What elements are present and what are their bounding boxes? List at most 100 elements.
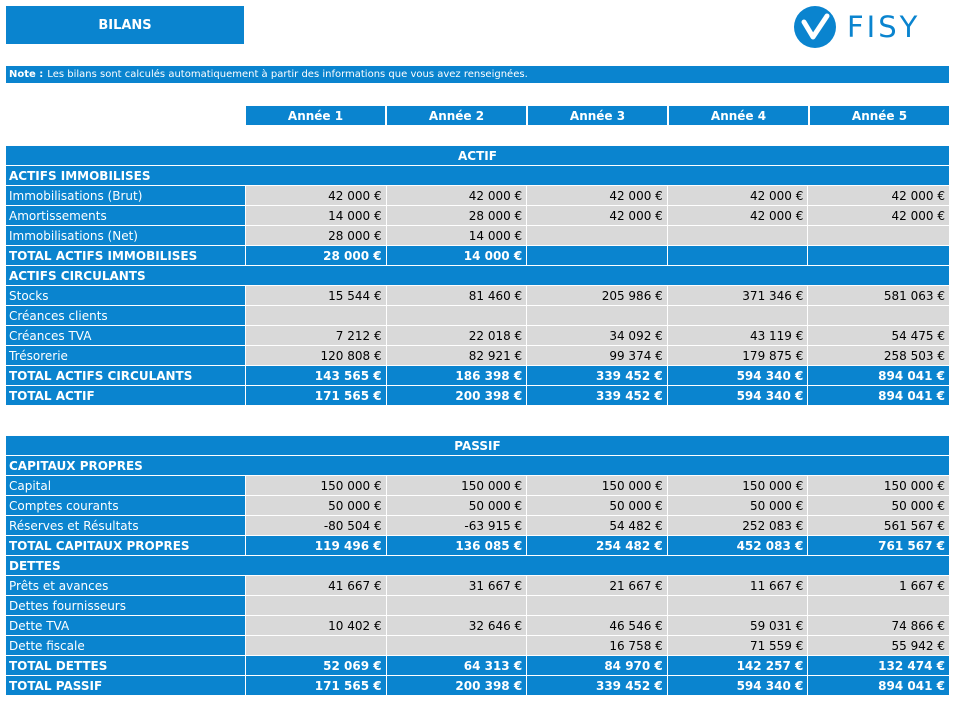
- table-row: Prêts et avances 41 667 €31 667 €21 667 €…: [6, 576, 949, 596]
- row-label: Amortissements: [6, 206, 246, 225]
- cell-value: -80 504 €: [246, 516, 387, 535]
- row-label: Stocks: [6, 286, 246, 305]
- cell-value: 452 083 €: [667, 536, 809, 555]
- passif-table: PASSIF CAPITAUX PROPRES Capital 150 000 €15…: [6, 436, 949, 696]
- cell-value: 42 000 €: [808, 206, 949, 225]
- cell-value: 31 667 €: [386, 576, 528, 595]
- cell-value: 43 119 €: [667, 326, 809, 345]
- cell-value: 71 559 €: [667, 636, 809, 655]
- group-header: CAPITAUX PROPRES: [6, 456, 949, 476]
- cell-value: 150 000 €: [667, 476, 809, 495]
- cell-value: [386, 596, 528, 615]
- cell-value: 74 866 €: [808, 616, 949, 635]
- cell-value: 10 402 €: [246, 616, 387, 635]
- row-label: TOTAL PASSIF: [6, 676, 246, 695]
- total-row: TOTAL ACTIFS CIRCULANTS 143 565 €186 398 …: [6, 366, 949, 386]
- total-row: TOTAL ACTIF 171 565 €200 398 €339 452 €59…: [6, 386, 949, 406]
- table-row: Créances TVA 7 212 €22 018 €34 092 €43 11…: [6, 326, 949, 346]
- cell-value: 54 482 €: [527, 516, 668, 535]
- table-row: Immobilisations (Brut) 42 000 €42 000 €42…: [6, 186, 949, 206]
- cell-value: 150 000 €: [808, 476, 949, 495]
- table-row: Dettes fournisseurs: [6, 596, 949, 616]
- cell-value: 179 875 €: [667, 346, 809, 365]
- cell-value: 339 452 €: [527, 366, 668, 385]
- cell-value: [527, 596, 668, 615]
- table-row: Capital 150 000 €150 000 €150 000 €150 00…: [6, 476, 949, 496]
- total-row: TOTAL PASSIF 171 565 €200 398 €339 452 €5…: [6, 676, 949, 696]
- row-label: Créances TVA: [6, 326, 246, 345]
- cell-value: [667, 246, 809, 265]
- cell-value: 82 921 €: [386, 346, 528, 365]
- fisy-logo-icon: [794, 6, 836, 48]
- cell-value: 200 398 €: [386, 386, 528, 405]
- cell-value: [386, 636, 528, 655]
- note-text: Les bilans sont calculés automatiquement…: [47, 69, 528, 80]
- cell-value: [246, 636, 387, 655]
- cell-value: 339 452 €: [527, 386, 668, 405]
- row-label: TOTAL CAPITAUX PROPRES: [6, 536, 246, 555]
- row-label: TOTAL ACTIFS CIRCULANTS: [6, 366, 246, 385]
- cell-value: 132 474 €: [808, 656, 949, 675]
- cell-value: [527, 226, 668, 245]
- cell-value: 150 000 €: [386, 476, 528, 495]
- cell-value: 46 546 €: [527, 616, 668, 635]
- group-header: ACTIFS IMMOBILISES: [6, 166, 949, 186]
- cell-value: 186 398 €: [386, 366, 528, 385]
- cell-value: 171 565 €: [246, 386, 387, 405]
- year-header: Année 3: [528, 106, 668, 125]
- section-header: ACTIF: [6, 146, 949, 166]
- cell-value: 7 212 €: [246, 326, 387, 345]
- table-row: Créances clients: [6, 306, 949, 326]
- cell-value: 52 069 €: [246, 656, 387, 675]
- cell-value: 1 667 €: [808, 576, 949, 595]
- row-label: Créances clients: [6, 306, 246, 325]
- row-label: Immobilisations (Brut): [6, 186, 246, 205]
- cell-value: 894 041 €: [808, 366, 949, 385]
- cell-value: [527, 306, 668, 325]
- table-row: Réserves et Résultats -80 504 € -63 915 €5…: [6, 516, 949, 536]
- cell-value: 258 503 €: [808, 346, 949, 365]
- cell-value: 59 031 €: [667, 616, 809, 635]
- row-label: Dettes fournisseurs: [6, 596, 246, 615]
- cell-value: 205 986 €: [527, 286, 668, 305]
- row-label: Réserves et Résultats: [6, 516, 246, 535]
- group-header: ACTIFS CIRCULANTS: [6, 266, 949, 286]
- cell-value: 894 041 €: [808, 676, 949, 695]
- table-row: Dette fiscale 16 758 €71 559 €55 942 €: [6, 636, 949, 656]
- actif-table: ACTIF ACTIFS IMMOBILISES Immobilisations (…: [6, 146, 949, 406]
- year-header: Année 1: [246, 106, 386, 125]
- cell-value: [808, 596, 949, 615]
- cell-value: [386, 306, 528, 325]
- cell-value: 143 565 €: [246, 366, 387, 385]
- cell-value: 254 482 €: [527, 536, 668, 555]
- cell-value: 81 460 €: [386, 286, 528, 305]
- cell-value: 119 496 €: [246, 536, 387, 555]
- cell-value: 42 000 €: [527, 186, 668, 205]
- cell-value: 42 000 €: [527, 206, 668, 225]
- table-row: Immobilisations (Net) 28 000 €14 000 €: [6, 226, 949, 246]
- cell-value: 120 808 €: [246, 346, 387, 365]
- row-label: TOTAL ACTIF: [6, 386, 246, 405]
- table-row: Dette TVA 10 402 €32 646 €46 546 €59 031 …: [6, 616, 949, 636]
- table-row: Comptes courants 50 000 €50 000 €50 000 €…: [6, 496, 949, 516]
- cell-value: 894 041 €: [808, 386, 949, 405]
- cell-value: 371 346 €: [667, 286, 809, 305]
- year-header: Année 5: [810, 106, 949, 125]
- cell-value: 28 000 €: [246, 226, 387, 245]
- cell-value: [808, 246, 949, 265]
- page-title: BILANS: [6, 6, 244, 44]
- cell-value: 581 063 €: [808, 286, 949, 305]
- cell-value: [667, 306, 809, 325]
- row-label: Dette fiscale: [6, 636, 246, 655]
- cell-value: 14 000 €: [246, 206, 387, 225]
- row-label: Comptes courants: [6, 496, 246, 515]
- cell-value: 50 000 €: [527, 496, 668, 515]
- cell-value: 594 340 €: [667, 386, 809, 405]
- cell-value: 150 000 €: [246, 476, 387, 495]
- cell-value: 11 667 €: [667, 576, 809, 595]
- year-header: Année 2: [387, 106, 527, 125]
- cell-value: 64 313 €: [386, 656, 528, 675]
- row-label: TOTAL DETTES: [6, 656, 246, 675]
- row-label: Immobilisations (Net): [6, 226, 246, 245]
- cell-value: 42 000 €: [667, 206, 809, 225]
